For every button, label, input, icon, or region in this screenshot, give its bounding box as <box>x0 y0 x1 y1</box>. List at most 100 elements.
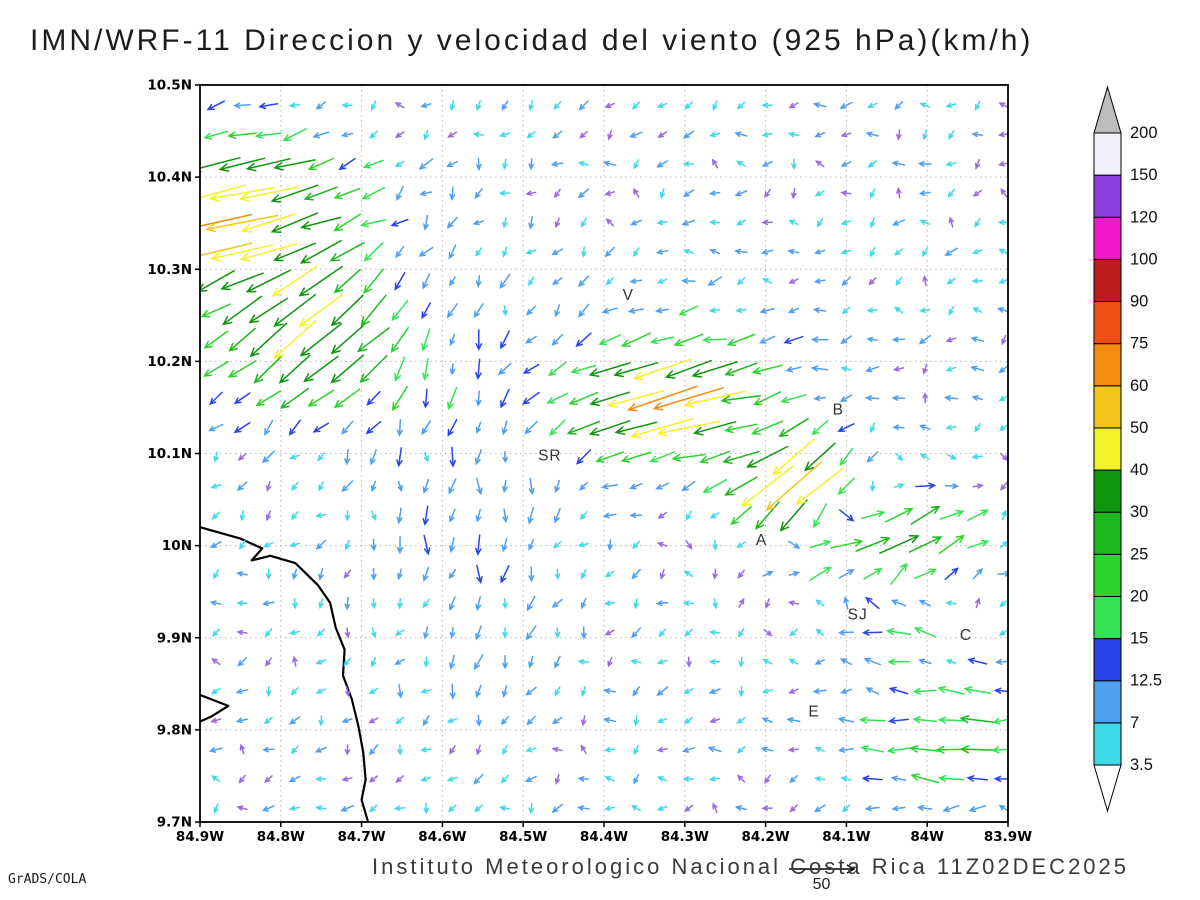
wind-arrow <box>910 773 940 784</box>
wind-arrow <box>362 159 384 169</box>
wind-arrow <box>423 129 429 141</box>
wind-arrow <box>626 385 698 412</box>
wind-arrow <box>999 599 1008 608</box>
wind-arrow <box>500 330 510 350</box>
wind-arrow <box>200 303 231 318</box>
wind-arrow <box>633 159 640 170</box>
wind-arrow <box>709 512 720 519</box>
wind-arrow <box>420 776 432 782</box>
wind-arrow <box>397 568 403 581</box>
wind-arrow <box>712 568 718 580</box>
wind-arrow <box>395 716 405 725</box>
wind-arrow <box>839 658 853 666</box>
wind-arrow <box>997 131 1008 138</box>
wind-arrow <box>971 395 983 401</box>
wind-arrow <box>712 539 718 551</box>
wind-arrow <box>914 568 938 579</box>
colorbar-segment <box>1093 174 1122 218</box>
wind-arrow <box>918 599 931 607</box>
wind-arrow <box>236 805 248 811</box>
wind-arrow <box>566 420 601 435</box>
wind-arrow <box>887 658 910 666</box>
wind-arrow <box>422 479 430 494</box>
wind-arrow <box>551 746 563 753</box>
wind-arrow <box>449 100 456 112</box>
wind-arrow <box>396 535 404 555</box>
wind-arrow <box>422 598 430 609</box>
wind-arrow <box>273 242 317 262</box>
wind-arrow <box>394 271 406 291</box>
wind-arrow <box>370 100 377 111</box>
wind-arrow <box>946 454 958 460</box>
wind-arrow <box>736 541 746 549</box>
wind-arrow <box>524 775 537 782</box>
wind-arrow <box>761 717 773 723</box>
wind-arrow <box>344 448 351 466</box>
wind-arrow <box>701 336 728 344</box>
wind-arrow <box>577 161 589 167</box>
wind-arrow <box>418 246 434 257</box>
wind-arrow <box>396 507 403 525</box>
footer-text: Instituto Meteorologico Nacional Costa R… <box>372 854 1130 879</box>
wind-arrow <box>655 482 670 490</box>
wind-arrow <box>809 566 832 582</box>
colorbar-segment <box>1093 680 1122 724</box>
wind-arrow <box>239 539 246 550</box>
wind-arrow <box>341 480 354 493</box>
wind-arrow <box>967 509 990 522</box>
wind-arrow <box>629 131 643 138</box>
wind-arrow <box>393 805 406 811</box>
wind-arrow <box>655 600 669 607</box>
wind-vectors <box>200 100 1008 815</box>
wind-arrow <box>449 745 456 755</box>
wind-arrow <box>917 658 932 665</box>
wind-arrow <box>762 659 773 665</box>
wind-arrow <box>810 365 829 372</box>
wind-arrow <box>837 746 855 753</box>
wind-arrow <box>633 715 640 727</box>
wind-arrow <box>500 388 510 409</box>
wind-arrow <box>945 336 957 343</box>
wind-arrow <box>210 541 222 549</box>
wind-arrow <box>659 568 666 580</box>
wind-arrow <box>330 325 364 355</box>
wind-arrow <box>840 161 852 167</box>
wind-arrow <box>707 746 722 753</box>
wind-arrow <box>449 363 456 376</box>
wind-arrow <box>605 217 614 227</box>
colorbar-label: 40 <box>1130 461 1148 479</box>
wind-arrow <box>673 333 704 347</box>
wind-arrow <box>475 714 482 727</box>
wind-arrow <box>502 627 508 639</box>
wind-arrow <box>273 293 317 327</box>
wind-arrow <box>604 102 615 108</box>
wind-arrow <box>501 537 508 553</box>
wind-arrow <box>423 802 430 815</box>
wind-arrow <box>787 131 800 138</box>
wind-arrow <box>601 307 618 314</box>
wind-arrow <box>475 477 483 496</box>
wind-arrow <box>449 508 456 523</box>
wind-arrow <box>974 100 981 111</box>
wind-arrow <box>291 511 299 521</box>
wind-arrow <box>970 365 985 372</box>
wind-arrow <box>237 657 248 667</box>
x-axis-label: 84.1W <box>822 829 870 845</box>
wind-arrow <box>473 303 484 319</box>
wind-arrow <box>656 686 669 697</box>
wind-arrow <box>526 131 536 139</box>
wind-arrow <box>879 535 920 554</box>
wind-arrow <box>922 363 928 375</box>
wind-arrow <box>837 716 855 723</box>
wind-arrow <box>736 277 746 286</box>
wind-arrow <box>893 306 904 314</box>
wind-arrow <box>632 358 692 381</box>
wind-arrow <box>446 717 458 724</box>
wind-arrow <box>708 658 721 665</box>
wind-arrow <box>578 100 589 111</box>
wind-arrow <box>396 419 403 437</box>
wind-arrow <box>813 395 827 402</box>
wind-arrow <box>691 361 738 378</box>
wind-arrow <box>299 239 342 264</box>
wind-arrow <box>525 305 537 316</box>
